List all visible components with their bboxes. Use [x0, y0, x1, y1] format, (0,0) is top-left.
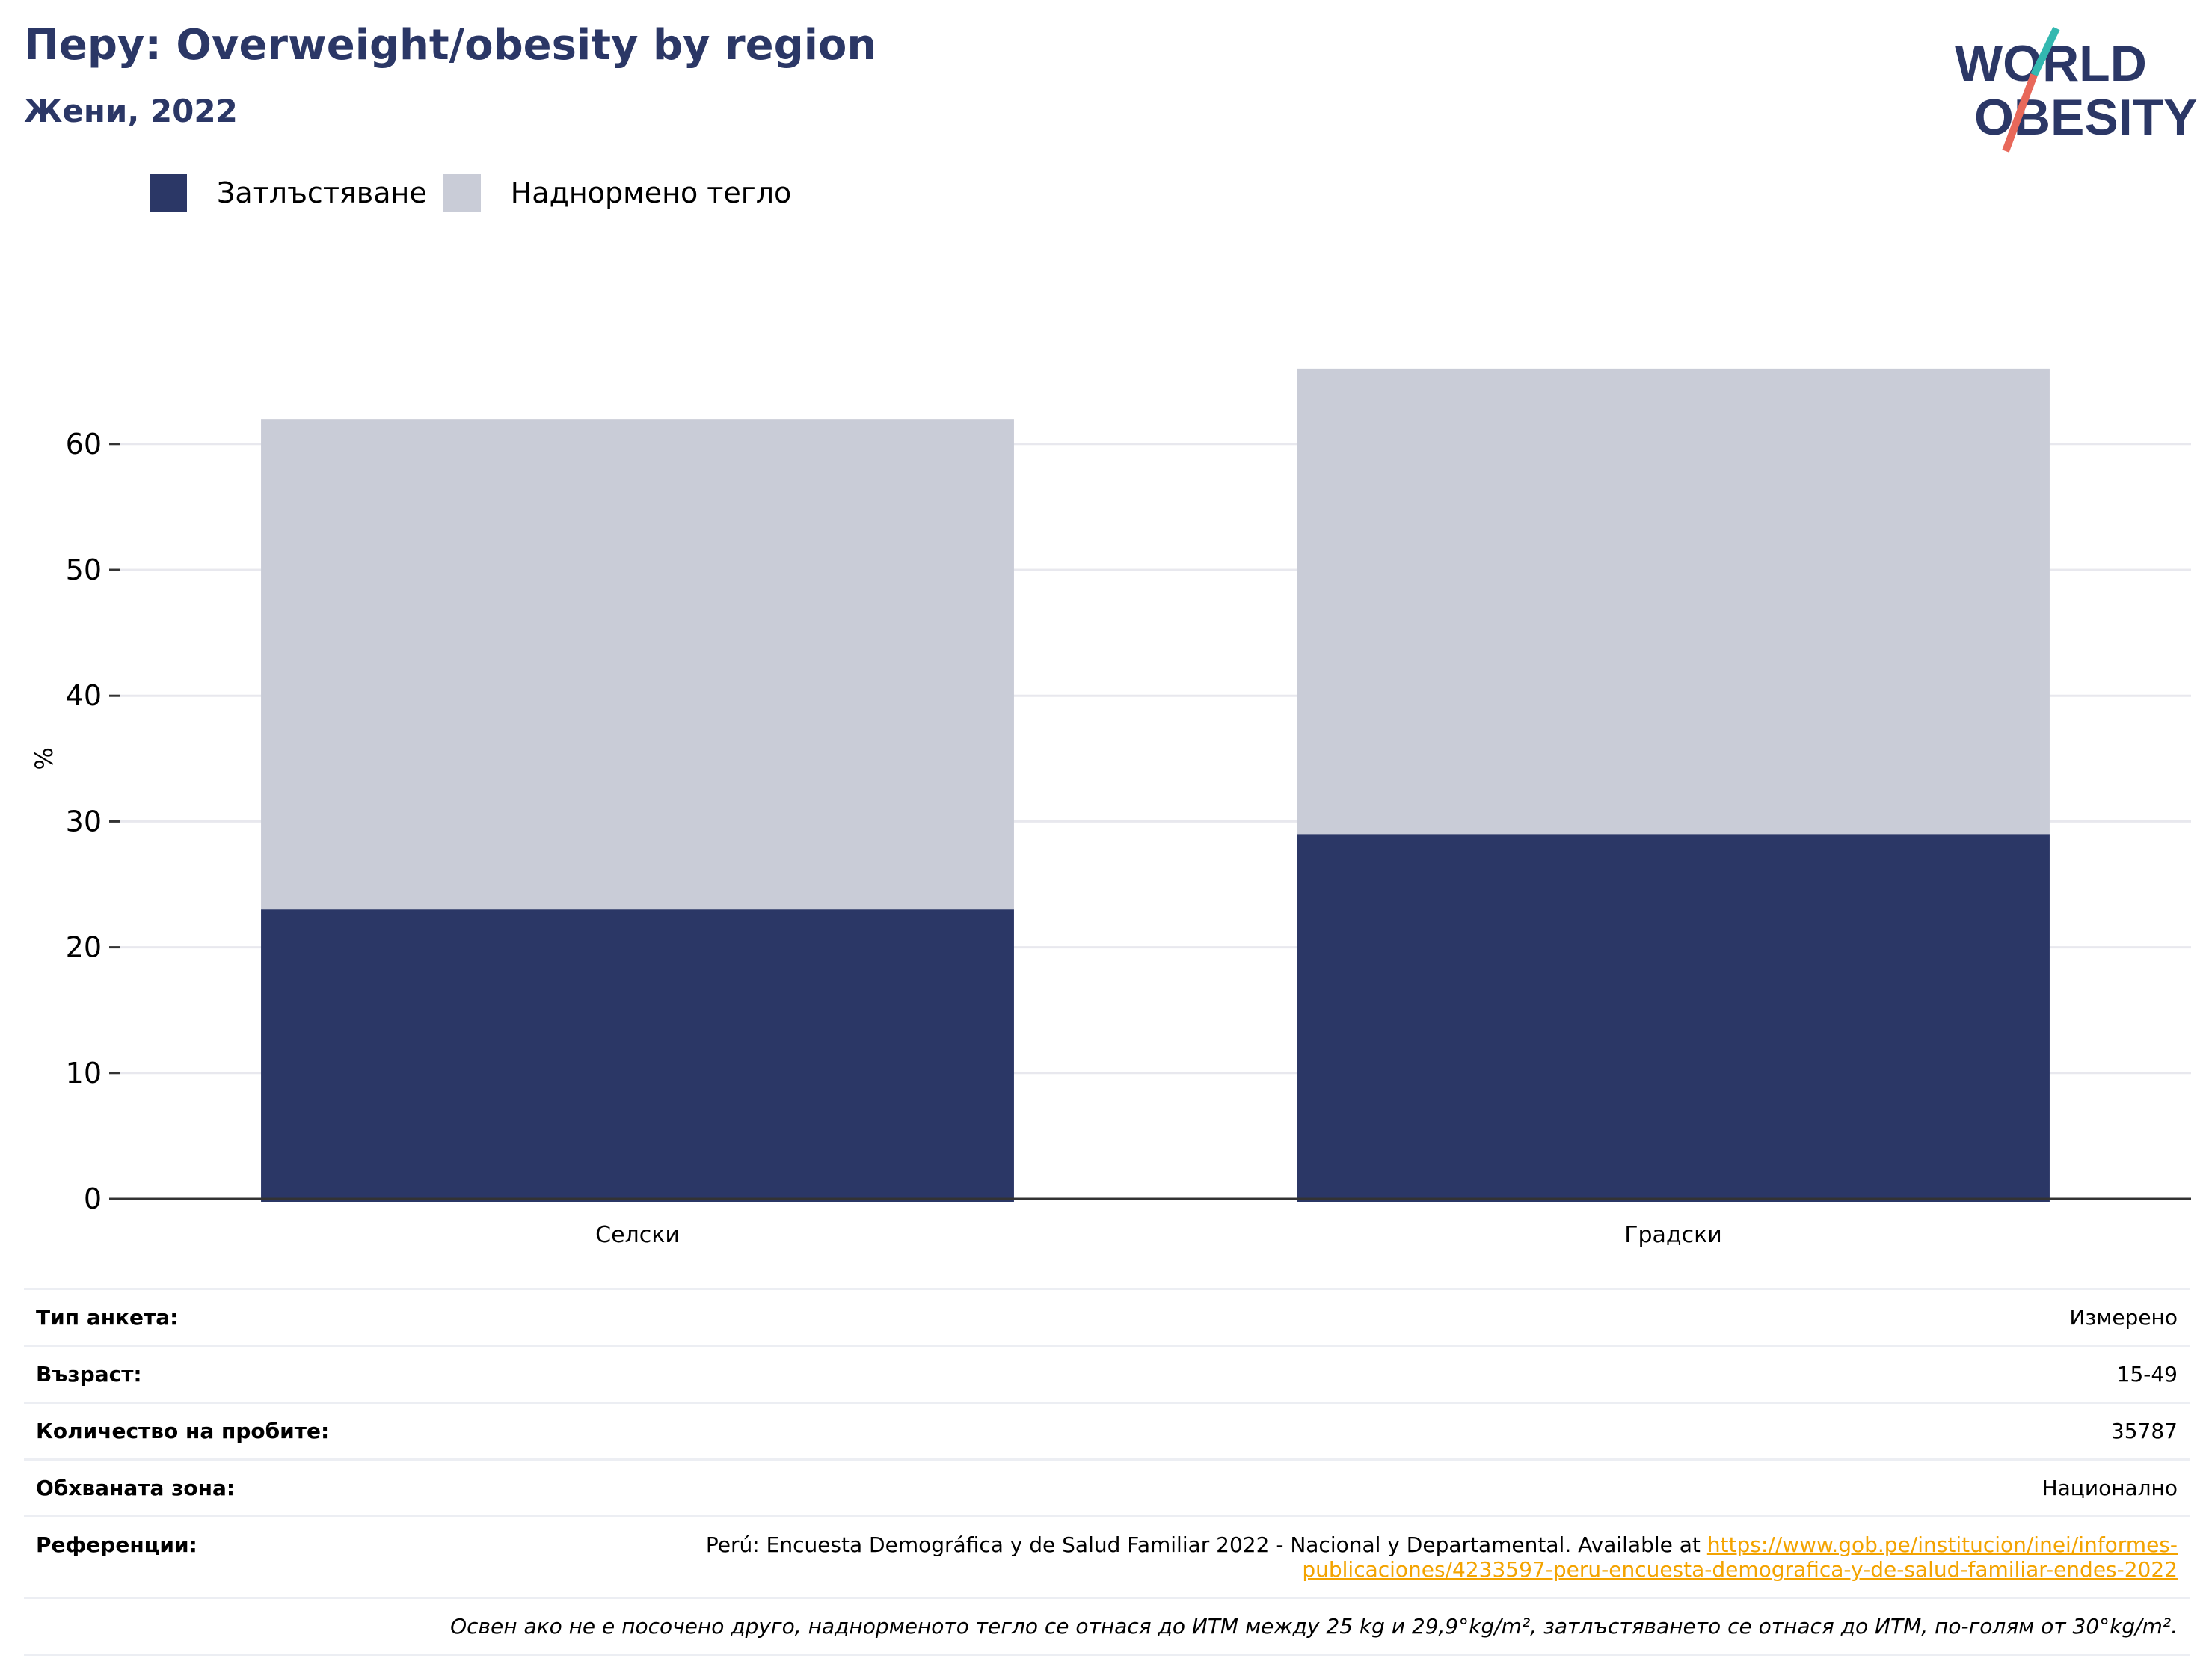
y-axis-label: % [30, 747, 58, 770]
bar-overweight [1297, 368, 2050, 835]
world-obesity-logo: WORLD OBESITY [1955, 26, 2198, 153]
meta-label-survey-type: Тип анкета: [36, 1305, 179, 1330]
logo-slash-top [2030, 26, 2060, 77]
y-tick-label: 10 [66, 1057, 102, 1090]
chart-legend: Затлъстяване Наднормено тегло [150, 172, 808, 214]
meta-label-age: Възраст: [36, 1362, 142, 1387]
meta-value-sample-size: 35787 [2110, 1419, 2178, 1443]
meta-value-age: 15-49 [2116, 1362, 2178, 1387]
meta-label-coverage: Обхваната зона: [36, 1476, 236, 1500]
chart-title: Перу: Overweight/obesity by region [24, 21, 877, 70]
meta-row-references: Референции: Perú: Encuesta Demográfica y… [24, 1517, 2190, 1599]
reference-link-line1: https://www.gob.pe/institucion/inei/info… [1706, 1532, 2178, 1557]
legend-label-obesity: Затлъстяване [217, 176, 427, 209]
reference-text: Perú: Encuesta Demográfica y de Salud Fa… [705, 1532, 1701, 1557]
legend-label-overweight: Наднормено тегло [510, 176, 792, 209]
legend-swatch-overweight [443, 174, 481, 212]
y-tick-label: 50 [66, 553, 102, 586]
y-tick-label: 20 [66, 931, 102, 964]
metadata-table: Тип анкета: Измерено Възраст: 15-49 Коли… [24, 1288, 2190, 1656]
y-tick-label: 30 [66, 805, 102, 838]
bar-obesity [261, 909, 1014, 1202]
y-tick-label: 0 [84, 1182, 102, 1215]
reference-link-line2: publicaciones/4233597-peru-encuesta-demo… [1302, 1557, 2178, 1582]
meta-label-sample-size: Количество на пробите: [36, 1419, 330, 1443]
legend-item-overweight: Наднормено тегло [443, 174, 792, 212]
meta-row-coverage: Обхваната зона: Национално [24, 1461, 2190, 1517]
x-tick-label: Градски [1624, 1222, 1722, 1248]
bar-chart: 0 10 20 30 40 50 60% Селски Градски [30, 368, 2191, 1248]
meta-value-coverage: Национално [2042, 1476, 2178, 1500]
chart-subtitle: Жени, 2022 [24, 93, 238, 129]
meta-row-age: Възраст: 15-49 [24, 1347, 2190, 1404]
meta-row-survey-type: Тип анкета: Измерено [24, 1290, 2190, 1347]
legend-item-obesity: Затлъстяване [150, 174, 427, 212]
logo-slash-bottom [2002, 73, 2038, 153]
meta-label-references: Референции: [36, 1532, 197, 1557]
footnote: Освен ако не е посочено друго, наднормен… [24, 1599, 2190, 1656]
y-tick-label: 40 [66, 679, 102, 712]
bar-overweight [261, 419, 1014, 910]
legend-swatch-obesity [150, 174, 187, 212]
y-tick-label: 60 [66, 428, 102, 461]
meta-value-references: Perú: Encuesta Demográfica y de Salud Fa… [706, 1532, 2178, 1582]
reference-link[interactable]: https://www.gob.pe/institucion/inei/info… [1302, 1532, 2178, 1582]
bar-obesity [1297, 834, 2050, 1202]
meta-value-survey-type: Измерено [2069, 1305, 2178, 1330]
meta-row-sample-size: Количество на пробите: 35787 [24, 1404, 2190, 1461]
x-tick-label: Селски [595, 1222, 680, 1248]
